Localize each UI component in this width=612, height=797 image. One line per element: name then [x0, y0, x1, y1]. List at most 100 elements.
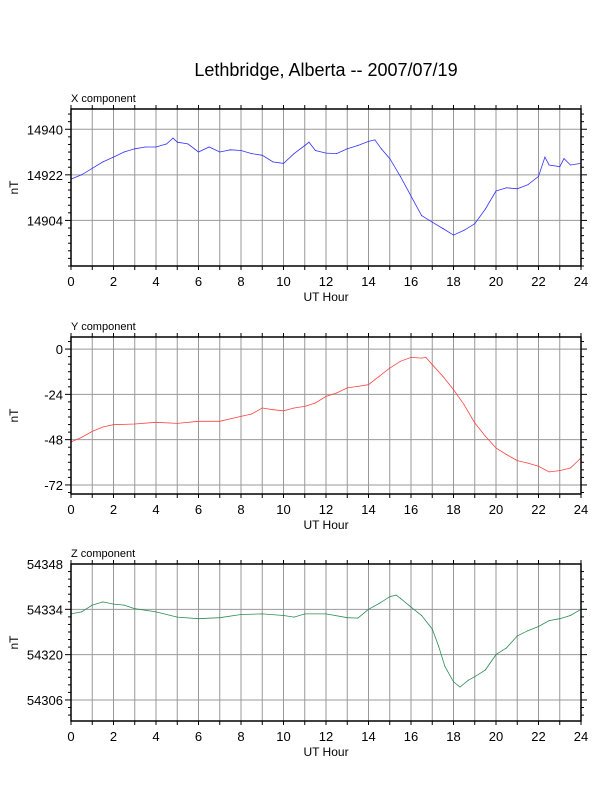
- data-point: [374, 139, 376, 141]
- data-point: [410, 356, 412, 358]
- data-point: [283, 614, 284, 616]
- data-point: [431, 628, 433, 630]
- x-tick-label: 2: [110, 729, 117, 744]
- plot-frame: [70, 336, 582, 495]
- x-tick-label: 2: [110, 502, 117, 517]
- panel-title: X component: [71, 93, 136, 105]
- data-point: [81, 436, 83, 438]
- data-point: [474, 676, 476, 678]
- data-point: [453, 389, 454, 391]
- data-point: [293, 407, 295, 409]
- data-point: [559, 618, 561, 620]
- data-point: [144, 146, 146, 148]
- data-point: [544, 156, 546, 158]
- y-tick-label: 14940: [27, 122, 63, 137]
- data-point: [219, 617, 221, 619]
- data-point: [102, 161, 104, 163]
- data-point: [314, 402, 316, 404]
- data-point: [516, 188, 518, 190]
- data-point: [495, 654, 497, 656]
- data-point: [374, 379, 376, 381]
- data-point: [346, 617, 348, 619]
- data-point: [304, 144, 306, 146]
- x-tick-label: 6: [195, 502, 202, 517]
- data-point: [399, 597, 401, 599]
- data-point: [563, 158, 565, 160]
- data-point: [538, 465, 539, 467]
- y-tick-label: 0: [56, 342, 63, 357]
- y-axis-label: nT: [7, 408, 21, 423]
- data-point: [380, 148, 382, 150]
- data-point: [484, 208, 486, 210]
- data-point: [91, 167, 93, 169]
- x-tick-label: 22: [531, 502, 545, 517]
- data-point: [336, 392, 338, 394]
- x-tick-label: 8: [237, 274, 244, 289]
- data-point: [123, 604, 125, 606]
- data-point: [336, 153, 338, 155]
- data-point: [314, 150, 316, 152]
- x-tick-label: 18: [446, 729, 460, 744]
- data-point: [410, 606, 412, 608]
- data-point: [474, 422, 476, 424]
- data-point: [431, 364, 433, 366]
- data-point: [229, 149, 231, 151]
- data-point: [325, 395, 327, 397]
- data-point: [113, 603, 114, 605]
- data-point: [176, 422, 178, 424]
- y-tick-label: -48: [44, 433, 63, 448]
- data-point: [240, 415, 242, 417]
- data-point: [155, 421, 157, 423]
- data-point: [134, 148, 136, 150]
- data-point: [123, 151, 125, 153]
- data-point: [516, 635, 518, 637]
- data-point: [293, 153, 295, 155]
- data-point: [421, 614, 423, 616]
- data-point: [113, 156, 114, 158]
- data-point: [240, 613, 242, 615]
- data-point: [357, 617, 359, 619]
- data-point: [378, 602, 380, 604]
- x-tick-label: 0: [67, 274, 74, 289]
- data-point: [527, 184, 529, 186]
- data-point: [176, 616, 178, 618]
- figure-title: Lethbridge, Alberta -- 2007/07/19: [194, 60, 457, 80]
- data-point: [368, 140, 369, 142]
- x-axis-label: UT Hour: [303, 290, 348, 304]
- data-point: [134, 423, 136, 425]
- data-point: [463, 229, 465, 231]
- y-axis-label: nT: [7, 180, 21, 195]
- x-tick-label: 16: [404, 274, 418, 289]
- data-point: [516, 460, 518, 462]
- data-point: [548, 471, 550, 473]
- data-point: [506, 647, 508, 649]
- data-point: [219, 151, 221, 153]
- data-point: [272, 409, 274, 411]
- data-point: [538, 175, 539, 177]
- data-point: [261, 407, 263, 409]
- data-point: [357, 385, 359, 387]
- data-point: [208, 146, 210, 148]
- data-point: [389, 367, 391, 369]
- data-point: [538, 625, 539, 627]
- data-point: [459, 686, 461, 688]
- data-point: [81, 174, 83, 176]
- data-point: [172, 137, 174, 139]
- data-point: [506, 454, 508, 456]
- data-point: [251, 153, 253, 155]
- data-point: [368, 608, 369, 610]
- data-point: [102, 601, 104, 603]
- x-tick-label: 16: [404, 502, 418, 517]
- data-point: [134, 608, 136, 610]
- data-point: [421, 215, 423, 217]
- y-tick-label: 54334: [27, 602, 63, 617]
- x-tick-label: 10: [276, 729, 290, 744]
- x-tick-label: 10: [276, 274, 290, 289]
- data-point: [293, 616, 295, 618]
- x-tick-label: 16: [404, 729, 418, 744]
- data-point: [357, 144, 359, 146]
- x-tick-label: 12: [319, 502, 333, 517]
- x-tick-label: 20: [489, 502, 503, 517]
